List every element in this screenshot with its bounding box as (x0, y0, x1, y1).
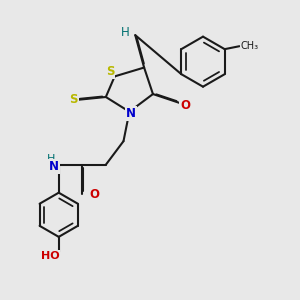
Text: N: N (49, 160, 59, 173)
Text: O: O (89, 188, 99, 201)
Text: O: O (180, 99, 190, 112)
Text: CH₃: CH₃ (241, 41, 259, 51)
Text: HO: HO (40, 251, 59, 261)
Text: S: S (106, 65, 115, 79)
Text: H: H (47, 154, 56, 164)
Text: S: S (69, 93, 78, 106)
Text: H: H (121, 26, 129, 39)
Text: N: N (126, 107, 136, 120)
